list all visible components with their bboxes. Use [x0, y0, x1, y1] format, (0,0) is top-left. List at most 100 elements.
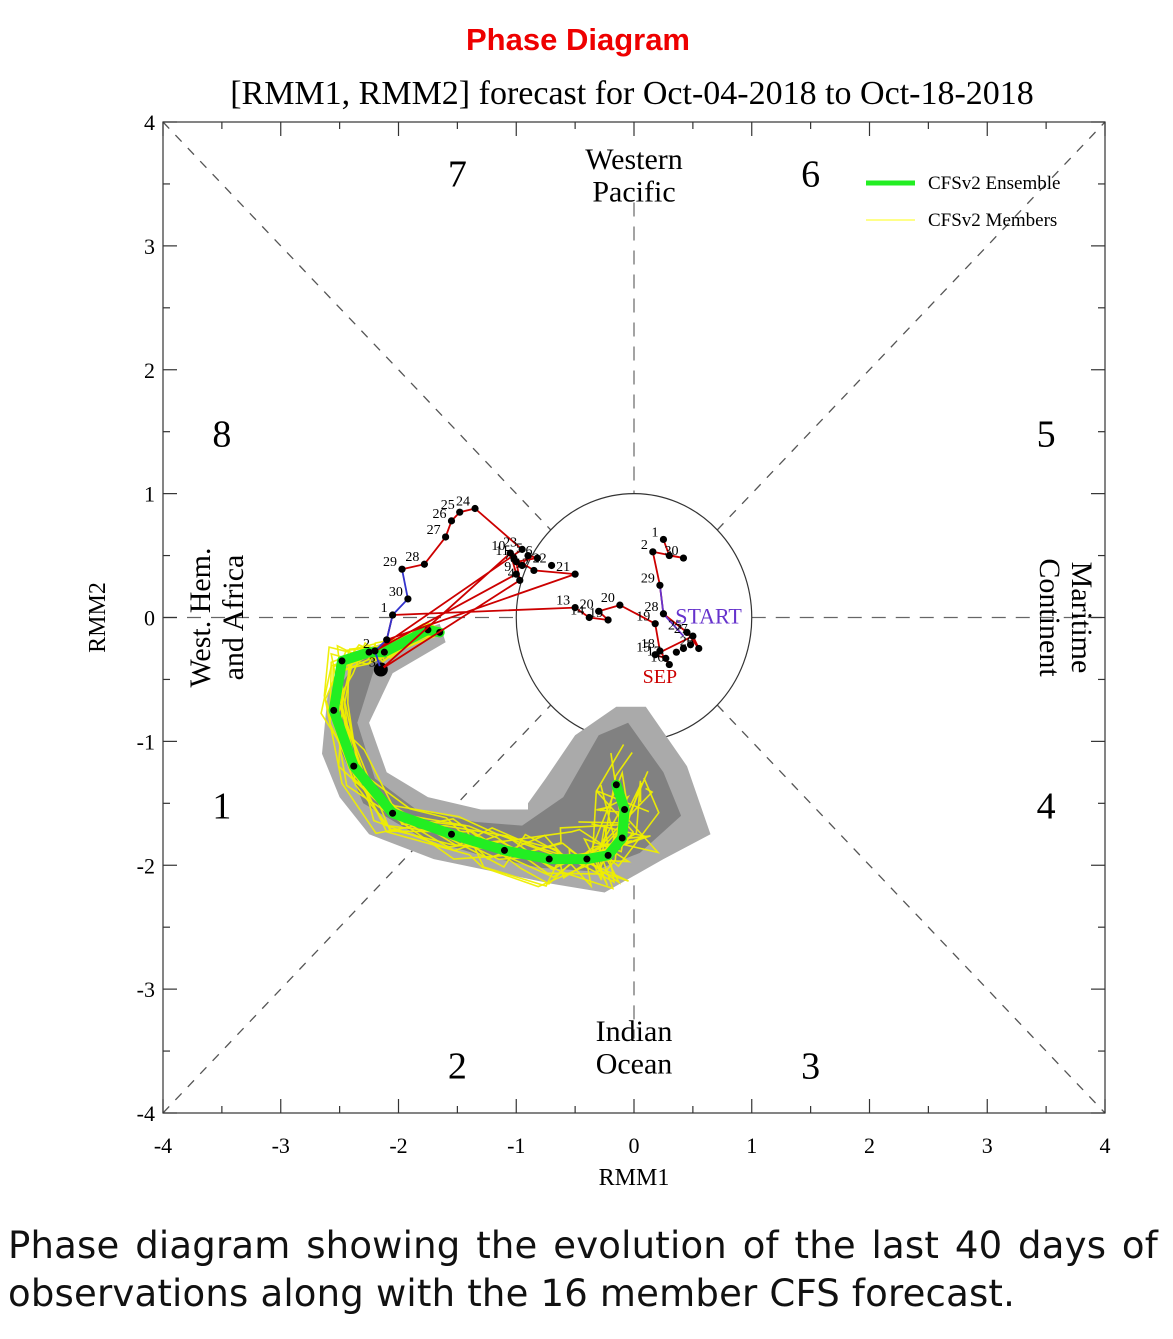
observed-day-label: 6: [525, 544, 532, 559]
legend: CFSv2 Ensemble CFSv2 Members: [866, 173, 1060, 231]
observed-point: [371, 647, 379, 655]
observed-point: [689, 632, 697, 640]
diagonal-guide: [162, 121, 552, 531]
ensemble-point: [338, 657, 346, 665]
observed-day-label: 15: [636, 641, 650, 656]
ensemble-point: [621, 806, 629, 814]
observed-day-label: 1: [381, 601, 388, 616]
observed-point: [651, 620, 659, 628]
observed-day-label: 25: [668, 618, 682, 633]
observed-point: [604, 616, 612, 624]
region-label: Ocean: [596, 1047, 673, 1080]
observed-day-label: 26: [432, 507, 446, 522]
observed-point: [471, 504, 479, 513]
observed-point: [686, 641, 695, 649]
ensemble-point: [380, 648, 388, 656]
region-label: Western: [585, 143, 683, 176]
observed-day-label: 21: [556, 560, 570, 575]
observed-day-label: 29: [641, 571, 655, 586]
phase-diagram-chart: Phase Diagram [RMM1, RMM2] forecast for …: [85, 22, 1111, 1191]
observed-point: [530, 566, 538, 575]
observed-day-label: 26: [680, 634, 694, 649]
phase-diagram-figure: Phase Diagram [RMM1, RMM2] forecast for …: [85, 22, 1111, 1191]
observed-day-label: 23: [503, 535, 517, 550]
x-tick-label: -2: [389, 1133, 407, 1158]
observed-day-label: 9: [504, 560, 511, 575]
observed-point: [571, 603, 579, 612]
diagonal-guide: [716, 121, 1106, 531]
x-tick-label: 3: [982, 1133, 993, 1158]
observed-point: [420, 560, 429, 568]
observed-point: [656, 647, 664, 655]
observed-day-label: 5: [516, 542, 523, 557]
observed-day-label: 30: [389, 585, 403, 600]
observed-point: [442, 533, 450, 541]
region-label: Pacific: [592, 175, 675, 208]
observed-point: [510, 554, 518, 562]
observed-day-label: 17: [647, 644, 661, 659]
observed-day-label: 14: [570, 604, 584, 619]
observed-point: [516, 576, 524, 584]
observed-point: [616, 601, 624, 609]
x-tick-label: -1: [507, 1133, 525, 1158]
observed-point: [659, 535, 668, 544]
observed-day-label: 25: [441, 498, 455, 513]
region-label: Continent: [1033, 558, 1066, 677]
observed-point: [533, 554, 542, 562]
y-tick-label: 0: [144, 606, 155, 631]
y-axis-label: RMM2: [85, 582, 111, 653]
observed-point: [456, 508, 464, 516]
observed-point: [377, 665, 385, 674]
phase-number: 3: [801, 1045, 820, 1087]
x-tick-label: 2: [864, 1133, 875, 1158]
observed-day-label: 13: [556, 594, 570, 609]
phase-guides: [162, 121, 1106, 1114]
ensemble-point: [583, 855, 591, 863]
observed-point: [679, 554, 688, 562]
legend-label: CFSv2 Ensemble: [928, 173, 1060, 194]
observed-point: [672, 648, 680, 656]
x-tick-label: 4: [1100, 1133, 1111, 1158]
observed-track: 1516171819202122232425262728293012345678…: [363, 494, 742, 688]
y-tick-label: -4: [137, 1101, 155, 1126]
x-tick-label: 0: [629, 1133, 640, 1158]
observed-point: [547, 561, 556, 570]
ensemble-point: [500, 846, 508, 854]
observed-day-label: 2: [363, 637, 370, 652]
observed-point: [398, 565, 406, 573]
observed-point: [649, 548, 657, 556]
y-tick-label: -2: [137, 853, 155, 878]
diagonal-guide: [716, 704, 1106, 1114]
phase-number: 6: [801, 154, 820, 196]
observed-point: [659, 610, 668, 618]
observed-day-label: 20: [580, 597, 594, 612]
observed-day-label: 30: [664, 544, 678, 559]
observed-point: [447, 517, 456, 525]
member-track: [330, 631, 632, 863]
region-label: and Africa: [217, 555, 250, 681]
observed-day-label: 18: [641, 637, 655, 652]
observed-point: [595, 607, 603, 615]
ensemble-point: [604, 851, 612, 859]
sep-label: SEP: [643, 666, 677, 688]
phase-number: 4: [1037, 785, 1056, 827]
observed-point: [571, 570, 579, 578]
observed-point: [518, 561, 526, 570]
observed-point: [383, 636, 391, 644]
observed-point: [683, 628, 691, 636]
region-label: West. Hem.: [184, 547, 217, 687]
y-tick-label: 1: [144, 482, 155, 507]
observed-day-label: 11: [495, 544, 508, 559]
chart-title: Phase Diagram: [466, 22, 690, 57]
observed-day-label: 10: [491, 539, 505, 554]
observed-point: [512, 570, 520, 578]
ensemble-point: [365, 648, 373, 656]
x-tick-label: -4: [154, 1133, 172, 1158]
observed-point: [656, 581, 664, 589]
observed-point: [679, 644, 688, 653]
x-axis-label: RMM1: [599, 1165, 670, 1191]
ensemble-point: [389, 809, 397, 817]
phase-number: 8: [212, 414, 231, 456]
ensemble-point: [330, 706, 338, 714]
